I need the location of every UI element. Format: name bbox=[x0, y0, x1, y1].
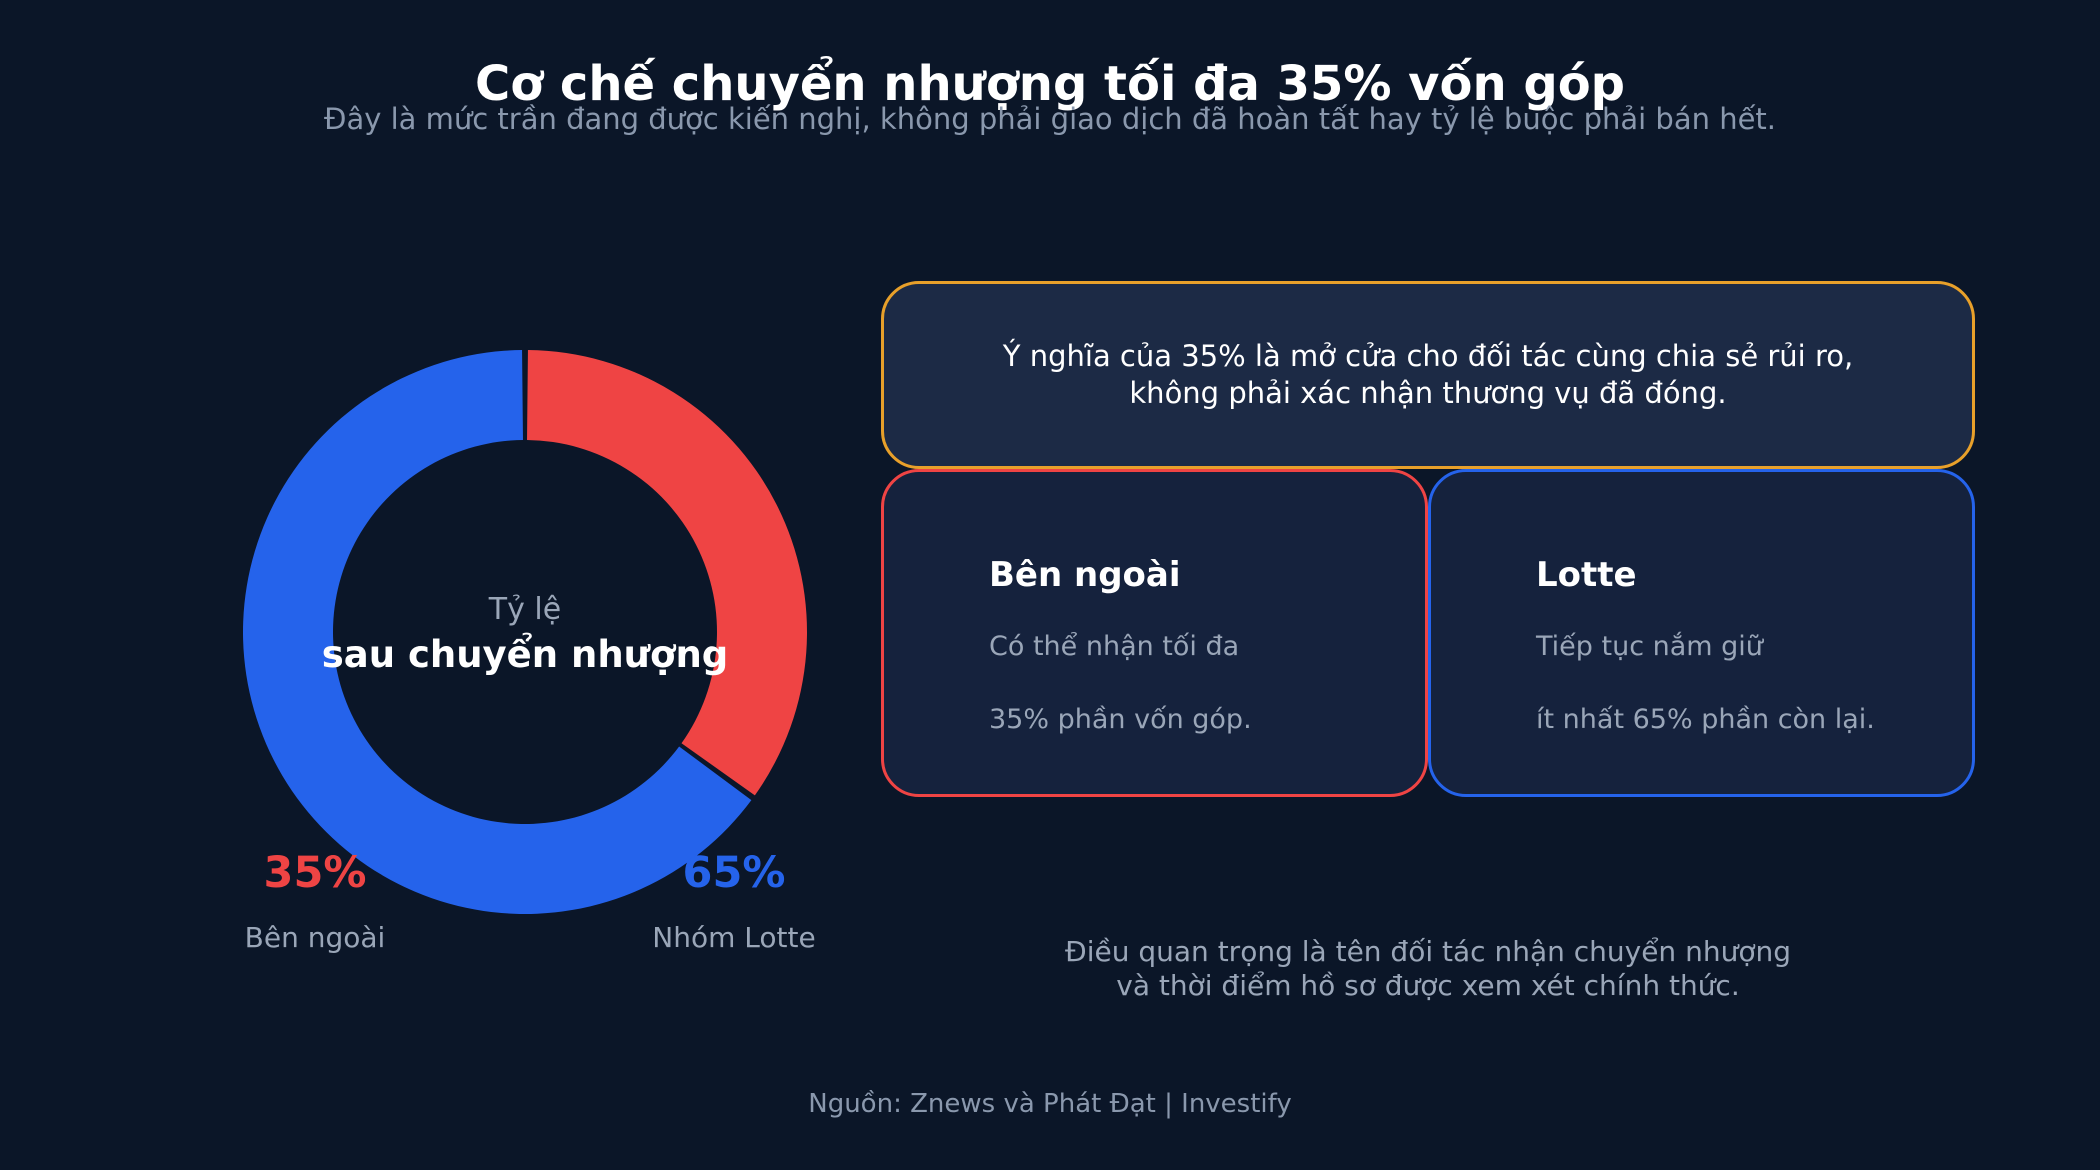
card-external: Bên ngoài Có thể nhận tối đa 35% phần vố… bbox=[881, 469, 1428, 797]
donut-slice-lotte bbox=[242, 350, 752, 915]
chart-title: Cơ chế chuyển nhượng tối đa 35% vốn góp bbox=[474, 56, 1626, 112]
donut-center-label-top: Tỷ lệ bbox=[488, 592, 562, 627]
slice-name-label-lotte: Nhóm Lotte bbox=[652, 921, 816, 954]
card-lotte-line-1: Tiếp tục nắm giữ bbox=[1536, 631, 1763, 662]
chart-subtitle: Đây là mức trần đang được kiến nghị, khô… bbox=[323, 102, 1777, 136]
source-note: Nguồn: Znews và Phát Đạt | Investify bbox=[808, 1089, 1292, 1119]
conclusion-text: Điều quan trọng là tên đối tác nhận chuy… bbox=[1028, 935, 1828, 1003]
card-lotte-line-2: ít nhất 65% phần còn lại. bbox=[1536, 704, 1875, 735]
callout-box: Ý nghĩa của 35% là mở cửa cho đối tác cù… bbox=[881, 281, 1975, 469]
card-external-line-2: 35% phần vốn góp. bbox=[989, 704, 1252, 735]
donut-center-label-main: sau chuyển nhượng bbox=[321, 633, 729, 676]
card-lotte-title: Lotte bbox=[1536, 555, 1637, 595]
slice-value-label-lotte: 65% bbox=[682, 848, 786, 898]
conclusion-line-2: và thời điểm hồ sơ được xem xét chính th… bbox=[1116, 969, 1740, 1002]
callout-line-2: không phải xác nhận thương vụ đã đóng. bbox=[1129, 376, 1727, 410]
card-lotte: Lotte Tiếp tục nắm giữ ít nhất 65% phần … bbox=[1428, 469, 1975, 797]
donut-slice-external bbox=[527, 350, 807, 796]
callout-text: Ý nghĩa của 35% là mở cửa cho đối tác cù… bbox=[1003, 338, 1853, 412]
conclusion-line-1: Điều quan trọng là tên đối tác nhận chuy… bbox=[1065, 935, 1791, 968]
slice-value-label-external: 35% bbox=[263, 848, 367, 898]
slice-name-label-external: Bên ngoài bbox=[244, 921, 386, 954]
callout-line-1: Ý nghĩa của 35% là mở cửa cho đối tác cù… bbox=[1002, 339, 1854, 373]
card-external-title: Bên ngoài bbox=[989, 555, 1181, 595]
card-external-line-1: Có thể nhận tối đa bbox=[989, 631, 1240, 662]
